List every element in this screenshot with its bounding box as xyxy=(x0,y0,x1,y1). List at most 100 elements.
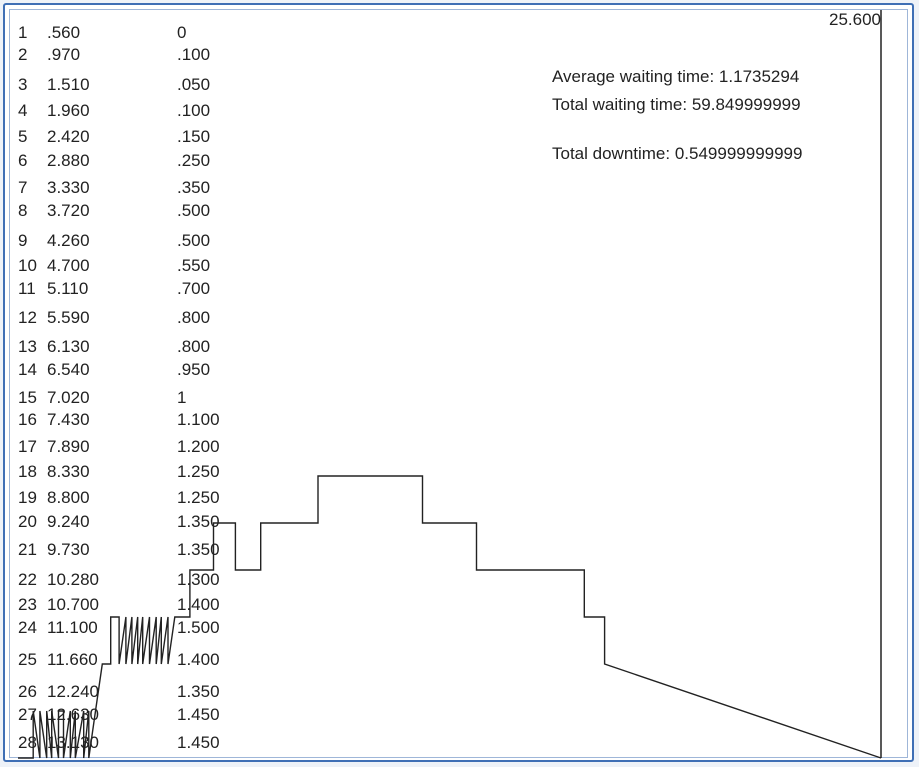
waiting-time: 1.300 xyxy=(177,570,220,589)
arrival-time: 8.800 xyxy=(47,488,90,507)
arrival-time: 10.700 xyxy=(47,595,99,614)
row-index: 11 xyxy=(18,279,36,298)
table-row: 1 .560 0 xyxy=(18,23,186,42)
row-index: 22 xyxy=(18,570,37,589)
table-row: 26 12.240 1.350 xyxy=(18,682,220,701)
chart-frame xyxy=(3,3,914,762)
table-row: 14 6.540 .950 xyxy=(18,360,210,379)
waiting-time: 1.450 xyxy=(177,733,220,752)
row-index: 21 xyxy=(18,540,37,559)
row-index: 4 xyxy=(18,101,27,120)
row-index: 15 xyxy=(18,388,37,407)
arrival-time: 9.730 xyxy=(47,540,90,559)
table-row: 25 11.660 1.400 xyxy=(18,650,220,669)
statistics-block: Average waiting time: 1.1735294 Total wai… xyxy=(552,67,802,163)
waiting-time: .500 xyxy=(177,201,210,220)
waiting-time: 1.400 xyxy=(177,650,220,669)
x-max-label: 25.600 xyxy=(829,10,881,29)
table-row: 13 6.130 .800 xyxy=(18,337,210,356)
arrival-time: 2.880 xyxy=(47,151,90,170)
waiting-time: .350 xyxy=(177,178,210,197)
table-row: 28 13.130 1.450 xyxy=(18,733,220,752)
chart-inner-border xyxy=(9,9,908,758)
table-row: 17 7.890 1.200 xyxy=(18,437,220,456)
row-index: 16 xyxy=(18,410,37,429)
table-row: 7 3.330 .350 xyxy=(18,178,210,197)
queue-length-line xyxy=(18,475,882,759)
table-row: 18 8.330 1.250 xyxy=(18,462,220,481)
waiting-time: .100 xyxy=(177,45,210,64)
arrival-time: .970 xyxy=(47,45,80,64)
table-row: 10 4.700 .550 xyxy=(18,256,210,275)
row-index: 10 xyxy=(18,256,37,275)
arrival-time: 10.280 xyxy=(47,570,99,589)
waiting-time: .700 xyxy=(177,279,210,298)
table-row: 3 1.510 .050 xyxy=(18,75,210,94)
row-index: 24 xyxy=(18,618,37,637)
table-row: 27 12.630 1.450 xyxy=(18,705,220,724)
arrival-time: 3.330 xyxy=(47,178,90,197)
arrival-time: 12.630 xyxy=(47,705,99,724)
arrival-time: 11.100 xyxy=(47,618,98,637)
table-row: 24 11.100 1.500 xyxy=(18,618,220,637)
waiting-time: 1.200 xyxy=(177,437,220,456)
arrival-time: 5.590 xyxy=(47,308,90,327)
waiting-time: 1.450 xyxy=(177,705,220,724)
table-row: 6 2.880 .250 xyxy=(18,151,210,170)
waiting-time: 1.100 xyxy=(177,410,220,429)
waiting-time: 0 xyxy=(177,23,186,42)
waiting-time: .950 xyxy=(177,360,210,379)
row-index: 13 xyxy=(18,337,37,356)
row-index: 14 xyxy=(18,360,37,379)
row-index: 19 xyxy=(18,488,37,507)
waiting-time: 1.250 xyxy=(177,488,220,507)
waiting-time: .050 xyxy=(177,75,210,94)
stat-line: Average waiting time: 1.1735294 xyxy=(552,67,799,86)
table-row: 21 9.730 1.350 xyxy=(18,540,220,559)
waiting-time: .100 xyxy=(177,101,210,120)
waiting-time: 1.400 xyxy=(177,595,220,614)
row-index: 5 xyxy=(18,127,27,146)
waiting-time: 1.500 xyxy=(177,618,220,637)
arrival-time: 9.240 xyxy=(47,512,90,531)
stat-line: Total waiting time: 59.849999999 xyxy=(552,95,801,114)
waiting-time: .800 xyxy=(177,308,210,327)
table-row: 16 7.430 1.100 xyxy=(18,410,220,429)
row-index: 28 xyxy=(18,733,37,752)
table-row: 9 4.260 .500 xyxy=(18,231,210,250)
queue-length-plot xyxy=(18,475,882,759)
arrival-time: 1.510 xyxy=(47,75,90,94)
waiting-time: .800 xyxy=(177,337,210,356)
arrival-time: 5.110 xyxy=(47,279,88,298)
arrival-time: .560 xyxy=(47,23,80,42)
row-index: 26 xyxy=(18,682,37,701)
table-row: 22 10.280 1.300 xyxy=(18,570,220,589)
arrival-time: 7.020 xyxy=(47,388,90,407)
row-index: 9 xyxy=(18,231,27,250)
arrival-time: 1.960 xyxy=(47,101,90,120)
table-row: 12 5.590 .800 xyxy=(18,308,210,327)
table-row: 4 1.960 .100 xyxy=(18,101,210,120)
row-index: 25 xyxy=(18,650,37,669)
waiting-time: 1.350 xyxy=(177,682,220,701)
row-index: 2 xyxy=(18,45,27,64)
arrival-time: 6.130 xyxy=(47,337,90,356)
row-index: 3 xyxy=(18,75,27,94)
row-index: 17 xyxy=(18,437,37,456)
table-row: 11 5.110 .700 xyxy=(18,279,210,298)
stat-line: Total downtime: 0.549999999999 xyxy=(552,144,802,163)
arrival-time: 7.430 xyxy=(47,410,90,429)
row-index: 1 xyxy=(18,23,27,42)
table-row: 8 3.720 .500 xyxy=(18,201,210,220)
arrival-time: 4.260 xyxy=(47,231,90,250)
waiting-time: .150 xyxy=(177,127,210,146)
arrival-time: 6.540 xyxy=(47,360,90,379)
table-row: 2 .970 .100 xyxy=(18,45,210,64)
row-index: 8 xyxy=(18,201,27,220)
row-index: 18 xyxy=(18,462,37,481)
arrival-time: 2.420 xyxy=(47,127,90,146)
waiting-time: 1.350 xyxy=(177,512,220,531)
table-row: 20 9.240 1.350 xyxy=(18,512,220,531)
waiting-time: .500 xyxy=(177,231,210,250)
